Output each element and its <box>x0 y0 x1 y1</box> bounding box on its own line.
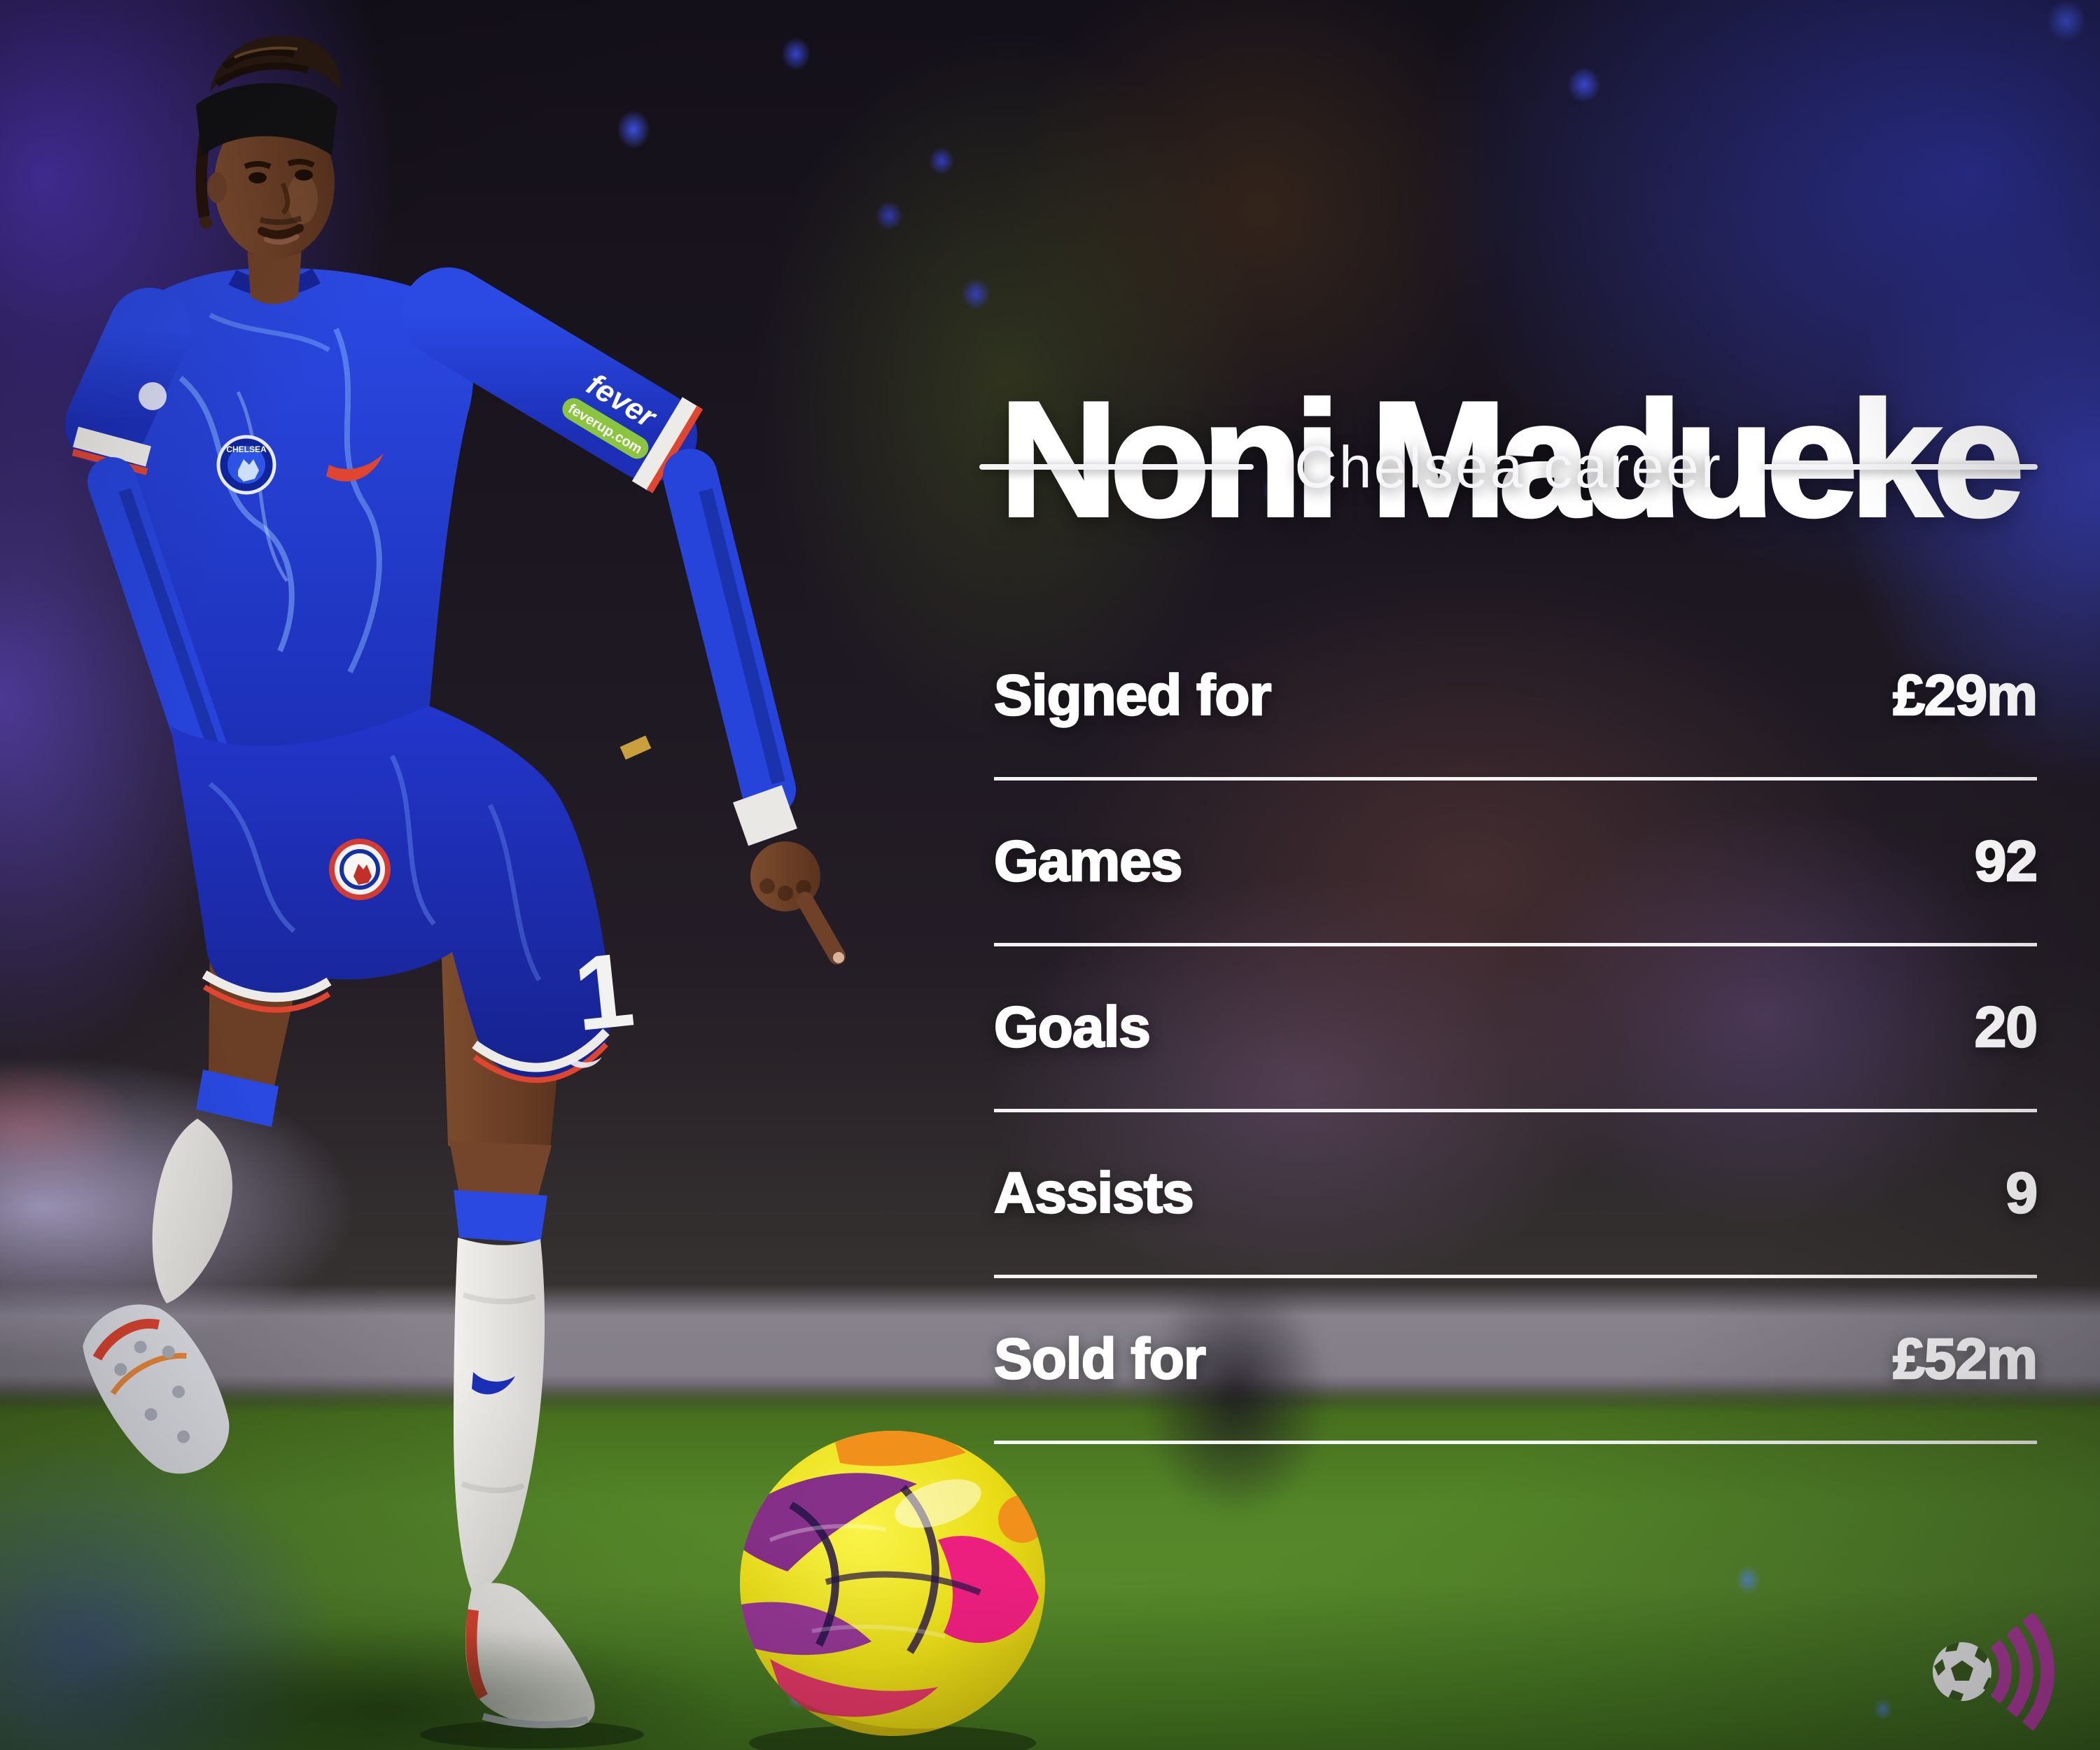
sock-swoosh-icon <box>472 1372 515 1394</box>
stat-row-goals: Goals 20 <box>993 946 2039 1112</box>
page-title: Noni Madueke <box>998 369 2026 551</box>
gold-league-tab <box>620 735 652 760</box>
match-ball <box>740 1431 1045 1750</box>
subtitle-rule-left <box>979 464 1254 470</box>
shorts-number: 1 <box>568 930 639 1053</box>
stat-label: Signed for <box>993 663 1273 729</box>
stat-value: 20 <box>1974 995 2039 1060</box>
stat-row-sold-for: Sold for £52m <box>993 1278 2038 1444</box>
sound-wave-icon <box>1990 1612 2054 1731</box>
player-head <box>195 36 341 304</box>
player-ground-shadow <box>42 1624 728 1750</box>
stats-table: Signed for £29m Games 92 Goals 20 Assist… <box>993 615 2039 1444</box>
player-shorts: 1 <box>171 706 652 1083</box>
subtitle-row: Chelsea career <box>917 428 2100 505</box>
pointing-finger <box>797 892 846 965</box>
lifted-boot-sole <box>83 1304 230 1474</box>
chelsea-badge-text: CHELSEA <box>226 444 267 454</box>
stat-row-assists: Assists 9 <box>993 1112 2038 1278</box>
stat-value: £29m <box>1892 663 2038 729</box>
stat-label: Goals <box>993 995 1152 1060</box>
stat-label: Games <box>993 829 1184 895</box>
chelsea-badge: CHELSEA <box>216 435 276 495</box>
subtitle-rule-right <box>1763 464 2038 470</box>
braided-hair <box>210 36 341 93</box>
stat-row-games: Games 92 <box>993 780 2039 946</box>
player-right-arm <box>663 449 846 965</box>
stat-value: 92 <box>1974 829 2039 895</box>
stat-value: £52m <box>1892 1326 2038 1392</box>
wristband <box>733 785 797 846</box>
brand-logo <box>1906 1602 2081 1742</box>
subtitle: Chelsea career <box>1294 433 1723 500</box>
player-lifted-leg <box>83 931 302 1474</box>
stat-row-signed-for: Signed for £29m <box>993 615 2038 780</box>
stat-label: Sold for <box>993 1326 1207 1392</box>
player-jersey: fever feverup.com CHELSEA <box>65 267 704 758</box>
stat-label: Assists <box>993 1161 1195 1226</box>
stat-value: 9 <box>2005 1161 2038 1226</box>
nike-swoosh-icon <box>326 454 384 482</box>
shorts-badge <box>329 839 391 900</box>
blurred-photographer-silhouette <box>1141 1274 1330 1519</box>
league-sleeve-patch <box>139 382 167 410</box>
headband <box>196 83 337 157</box>
football-icon <box>1933 1642 1991 1701</box>
